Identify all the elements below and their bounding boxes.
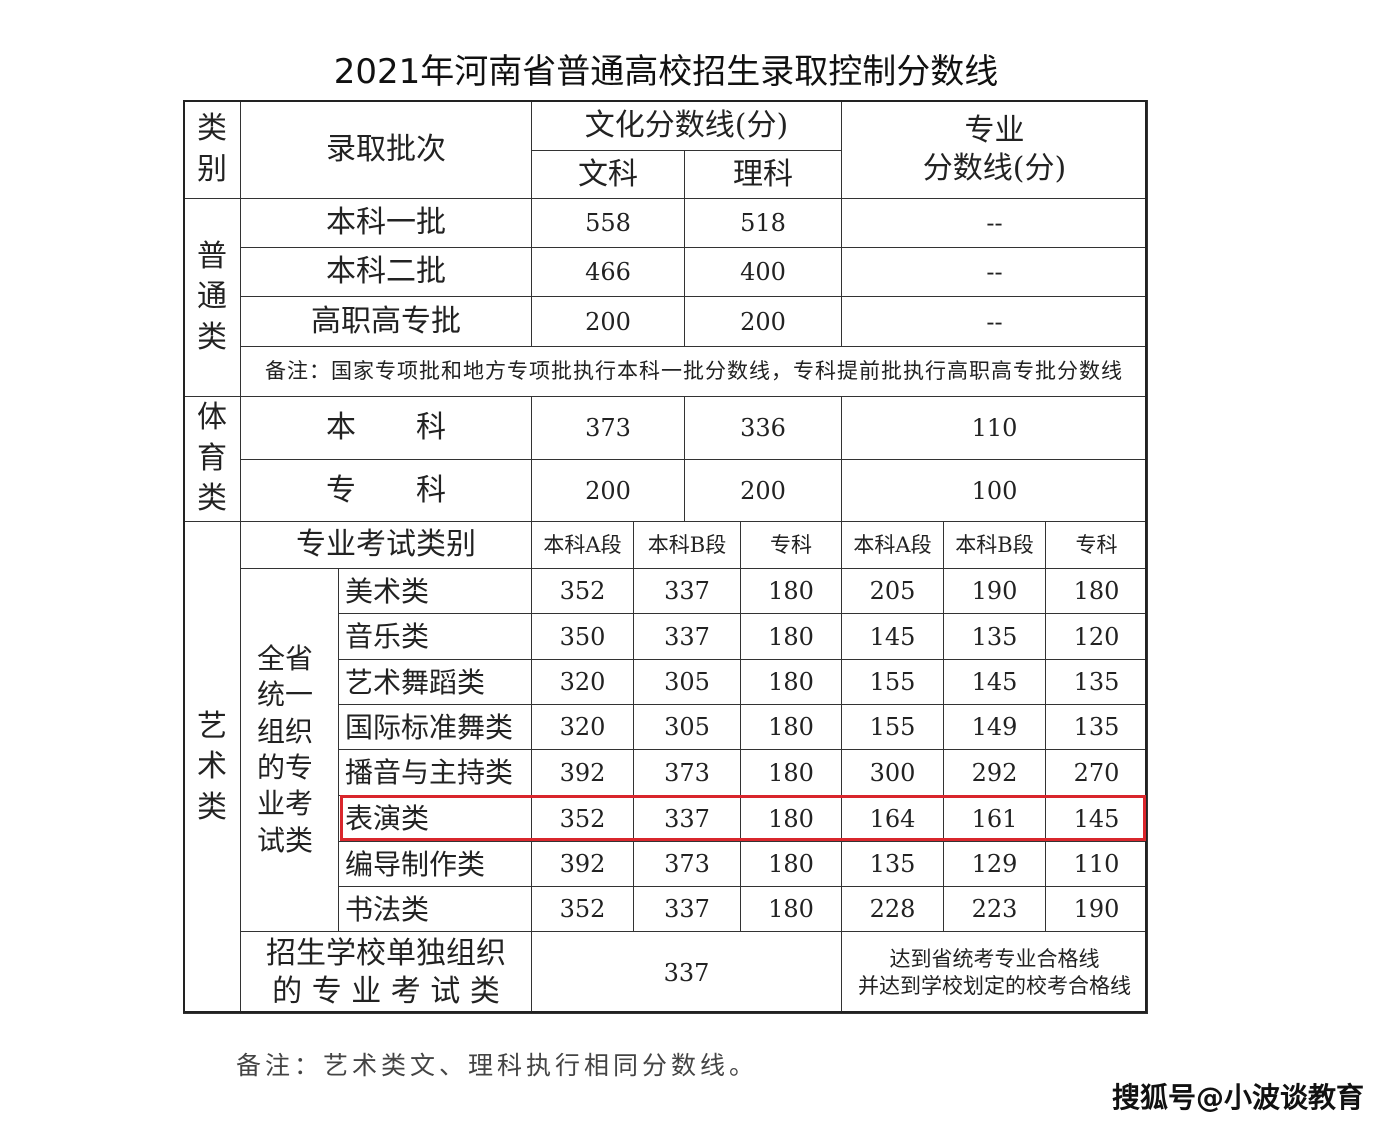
art-score: 392 xyxy=(531,841,634,887)
art-score: 337 xyxy=(633,613,741,660)
art-school-label: 招生学校单独组织 的 专 业 考 试 类 xyxy=(240,931,532,1014)
art-school-major: 达到省统考专业合格线 并达到学校划定的校考合格线 xyxy=(841,931,1148,1014)
art-row-name: 音乐类 xyxy=(338,613,532,660)
general-science-score: 400 xyxy=(684,247,842,297)
table-border xyxy=(183,100,1147,1013)
art-score: 320 xyxy=(531,659,634,705)
header-major: 专业 分数线(分) xyxy=(841,100,1148,199)
general-label: 普通类 xyxy=(183,198,241,397)
art-row-name: 国际标准舞类 xyxy=(338,704,532,750)
highlight-box xyxy=(340,795,1146,841)
art-score: 205 xyxy=(841,568,944,614)
art-score: 145 xyxy=(1045,795,1148,842)
art-column-header: 本科B段 xyxy=(943,521,1046,569)
art-score: 129 xyxy=(943,841,1046,887)
art-column-header: 本科A段 xyxy=(841,521,944,569)
general-batch: 本科二批 xyxy=(240,247,532,297)
document-title: 2021年河南省普通高校招生录取控制分数线 xyxy=(333,52,999,92)
footnote: 备注：艺术类文、理科执行相同分数线。 xyxy=(236,1051,759,1080)
general-note: 备注：国家专项批和地方专项批执行本科一批分数线，专科提前批执行高职高专批分数线 xyxy=(240,346,1148,397)
source-watermark: 搜狐号@小波谈教育 xyxy=(1111,1081,1364,1114)
